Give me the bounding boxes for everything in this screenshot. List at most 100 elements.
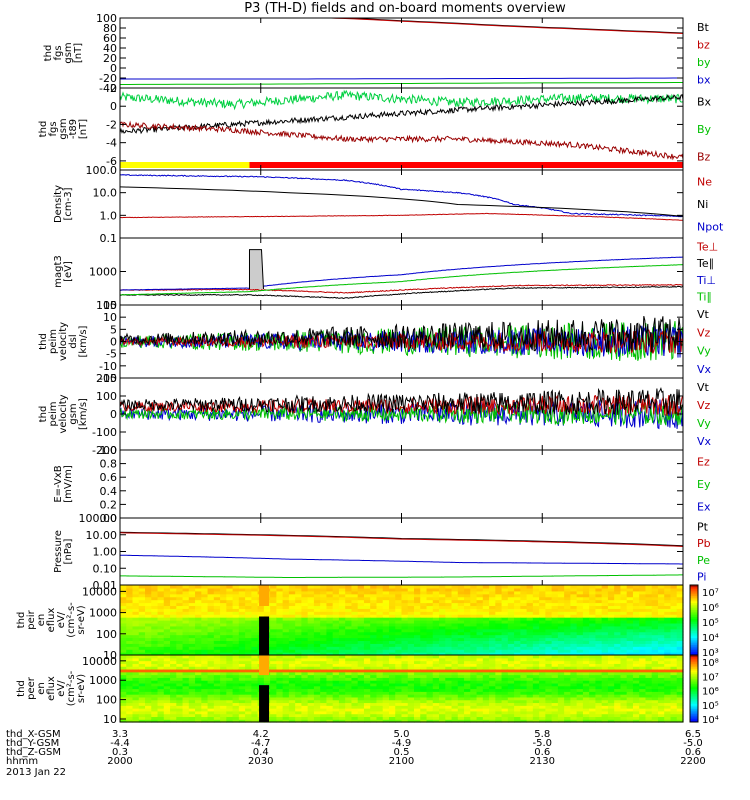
- spec-cell: [539, 713, 546, 718]
- spec-cell: [345, 640, 353, 644]
- spec-cell: [207, 652, 215, 656]
- spec-cell: [126, 602, 134, 607]
- spec-cell: [226, 660, 234, 664]
- spec-cell: [520, 696, 528, 701]
- spec-cell: [126, 605, 134, 609]
- spec-cell: [470, 657, 478, 662]
- spec-cell: [307, 596, 315, 601]
- spec-cell: [363, 702, 371, 706]
- spec-cell: [238, 628, 246, 633]
- x-tick-label: 2030: [248, 756, 273, 767]
- spec-cell: [163, 655, 171, 659]
- spec-cell: [326, 614, 334, 618]
- spec-cell: [220, 691, 227, 695]
- spec-cell: [601, 628, 609, 633]
- spec-cell: [345, 646, 353, 650]
- spec-cell: [307, 625, 315, 630]
- spec-cell: [332, 599, 340, 604]
- spec-cell: [570, 593, 578, 598]
- spec-cell: [570, 625, 578, 630]
- spec-cell: [420, 631, 428, 636]
- y-axis-label: E=-VxB: [53, 465, 64, 502]
- spec-cell: [514, 671, 521, 676]
- spec-cell: [439, 643, 446, 647]
- spec-cell: [232, 611, 240, 615]
- spec-cell: [532, 663, 540, 667]
- spec-cell: [520, 708, 528, 712]
- spec-cell: [614, 652, 622, 656]
- spec-cell: [614, 640, 622, 644]
- spec-cell: [595, 685, 603, 690]
- spec-cell: [495, 617, 503, 621]
- spec-cell: [476, 677, 484, 681]
- spec-cell: [276, 702, 284, 706]
- spec-cell: [532, 682, 540, 687]
- spec-cell: [176, 634, 184, 639]
- spec-cell: [270, 614, 277, 618]
- spec-cell: [145, 657, 152, 662]
- spec-cell: [639, 625, 647, 630]
- spec-cell: [570, 637, 578, 642]
- spec-cell: [645, 622, 653, 627]
- spec-cell: [295, 719, 303, 723]
- spec-cell: [445, 694, 453, 698]
- spec-cell: [388, 611, 396, 615]
- spec-cell: [532, 599, 540, 604]
- spec-cell: [295, 668, 303, 673]
- spec-cell: [526, 657, 534, 662]
- spec-cell: [232, 649, 240, 653]
- spec-cell: [138, 640, 146, 644]
- spec-cell: [151, 702, 159, 706]
- spec-cell: [213, 605, 221, 609]
- colorbar-cell: [690, 716, 698, 720]
- spec-cell: [313, 696, 321, 701]
- spec-cell: [251, 585, 259, 589]
- spec-cell: [345, 617, 353, 621]
- spec-cell: [270, 596, 277, 601]
- spec-cell: [632, 660, 640, 664]
- spec-cell: [457, 719, 465, 723]
- spec-cell: [501, 602, 509, 607]
- series-Ni: [120, 186, 683, 217]
- spec-cell: [514, 617, 521, 621]
- spec-cell: [439, 590, 446, 595]
- spec-cell: [301, 716, 309, 720]
- spec-cell: [376, 674, 384, 678]
- spec-cell: [320, 705, 328, 709]
- spec-cell: [432, 663, 440, 667]
- spec-cell: [526, 646, 534, 650]
- spec-cell: [595, 596, 603, 601]
- spec-cell: [326, 590, 334, 595]
- spec-cell: [439, 713, 446, 718]
- data-gap: [259, 616, 270, 655]
- spec-cell: [470, 596, 478, 601]
- spec-cell: [620, 719, 628, 723]
- spec-cell: [507, 699, 515, 704]
- spec-cell: [576, 663, 584, 667]
- spec-cell: [414, 699, 421, 704]
- spec-cell: [439, 625, 446, 630]
- spec-cell: [576, 716, 584, 720]
- spec-cell: [270, 637, 277, 642]
- spec-cell: [620, 713, 628, 718]
- spec-cell: [332, 688, 340, 692]
- spec-cell: [363, 593, 371, 598]
- spec-cell: [414, 649, 421, 653]
- spec-cell: [601, 605, 609, 609]
- spec-cell: [639, 719, 647, 723]
- spec-cell: [507, 643, 515, 647]
- spec-cell: [338, 622, 346, 627]
- spec-cell: [651, 605, 659, 609]
- spec-cell: [482, 705, 490, 709]
- spec-cell: [407, 671, 415, 676]
- spec-cell: [276, 705, 284, 709]
- spec-cell: [651, 708, 659, 712]
- spec-cell: [457, 663, 465, 667]
- spec-cell: [639, 666, 647, 670]
- spec-cell: [526, 625, 534, 630]
- spec-cell: [301, 702, 309, 706]
- spec-cell: [532, 585, 540, 589]
- spec-cell: [451, 663, 459, 667]
- spec-cell: [220, 631, 227, 636]
- spec-cell: [526, 685, 534, 690]
